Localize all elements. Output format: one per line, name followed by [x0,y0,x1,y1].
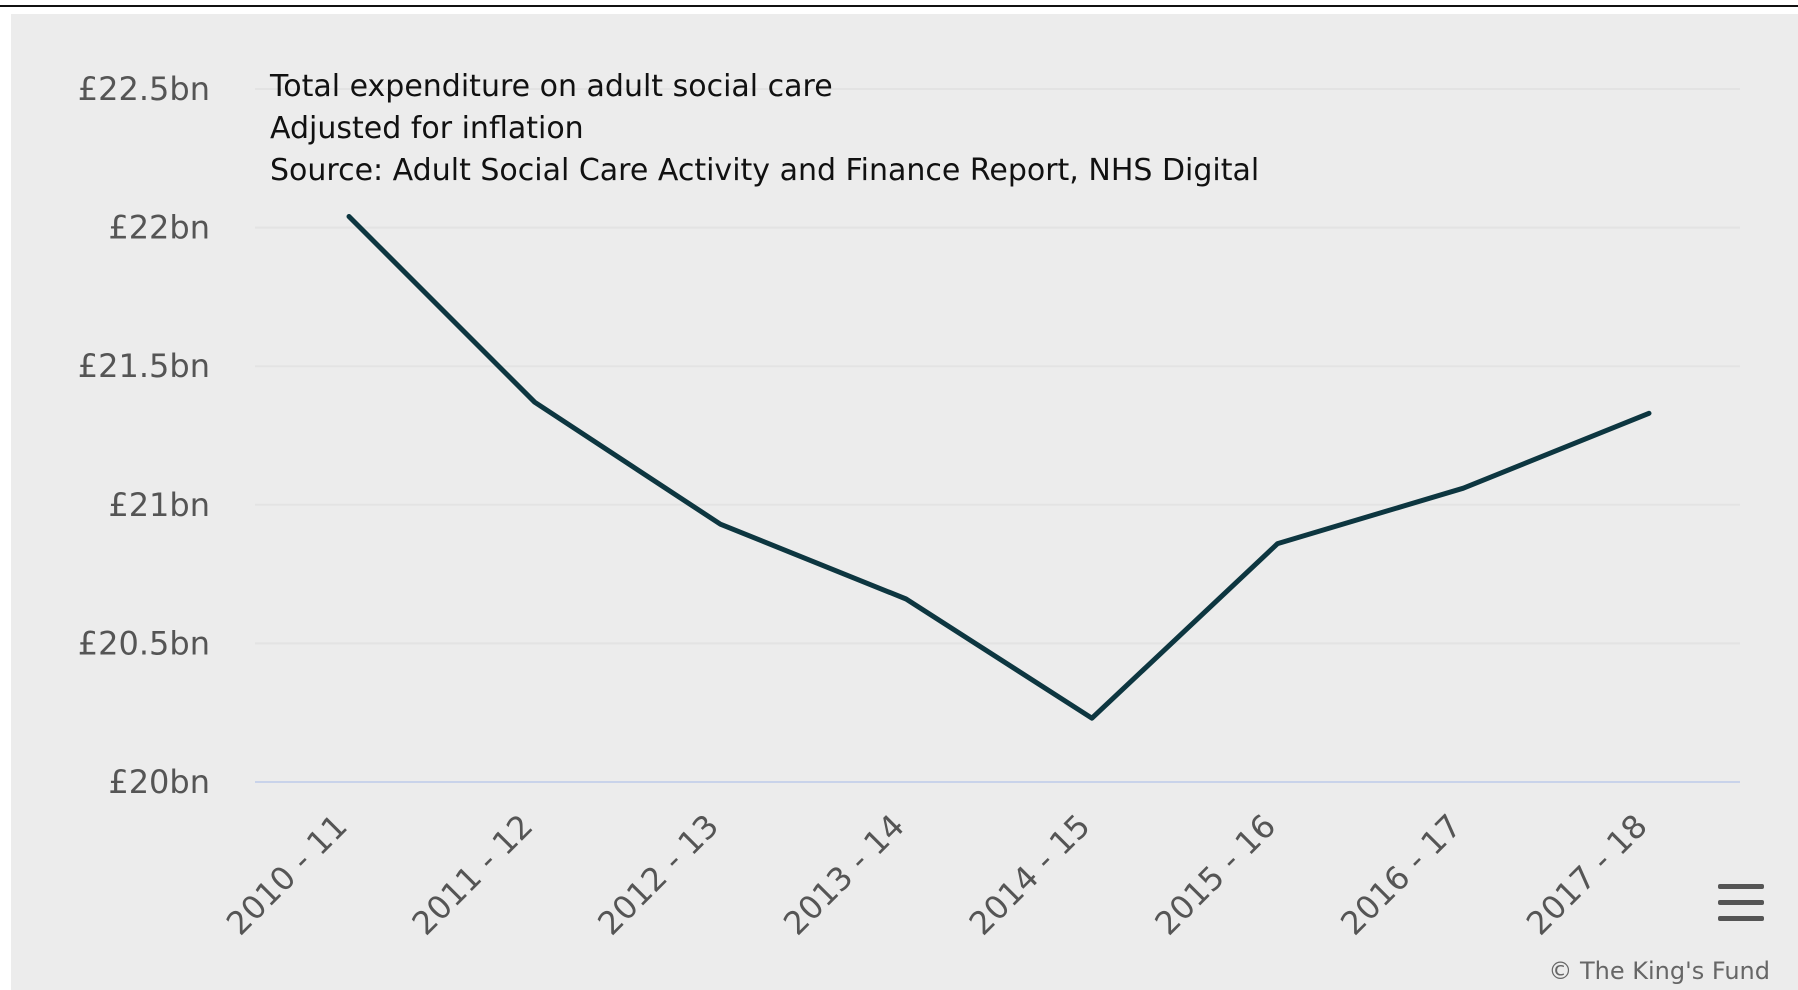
y-tick-label: £21bn [108,486,210,524]
data-point [1276,542,1280,546]
x-tick-label: 2017 - 18 [1519,807,1655,943]
series-group [346,214,1652,721]
x-tick-label: 2011 - 12 [405,807,541,943]
y-tick-label: £21.5bn [78,347,210,385]
data-point [1090,716,1094,720]
chart-source: Source: Adult Social Care Activity and F… [270,153,1259,188]
chart-subtitle: Adjusted for inflation [270,111,584,146]
grid-group [255,88,1740,783]
y-tick-label: £20bn [108,763,210,801]
x-tick-label: 2010 - 11 [219,807,355,943]
menu-icon-line-3 [1718,916,1764,921]
x-tick-label: 2012 - 13 [590,807,726,943]
top-border [0,5,1798,7]
data-point [533,400,537,404]
axis-group: £20bn £20.5bn £21bn £21.5bn £22bn £22.5bn 2010… [78,70,1655,943]
data-point [718,522,722,526]
y-tick-label: £22.5bn [78,70,210,108]
menu-icon-line-1 [1718,884,1764,889]
chart-title: Total expenditure on adult social care [269,69,833,104]
x-tick-label: 2014 - 15 [962,807,1098,943]
chart-panel [11,14,1798,990]
x-tick-label: 2013 - 14 [776,807,912,943]
menu-icon-line-2 [1718,900,1764,905]
x-tick-label: 2016 - 17 [1333,807,1469,943]
data-point [347,215,351,219]
y-tick-label: £22bn [108,209,210,247]
series-line [346,214,1652,721]
y-tick-label: £20.5bn [78,624,210,662]
data-point [904,597,908,601]
x-tick-label: 2015 - 16 [1147,807,1283,943]
menu-button[interactable] [1714,879,1764,924]
credit-text: © The King's Fund [1548,957,1770,985]
data-point [1461,486,1465,490]
data-point [1647,411,1651,415]
